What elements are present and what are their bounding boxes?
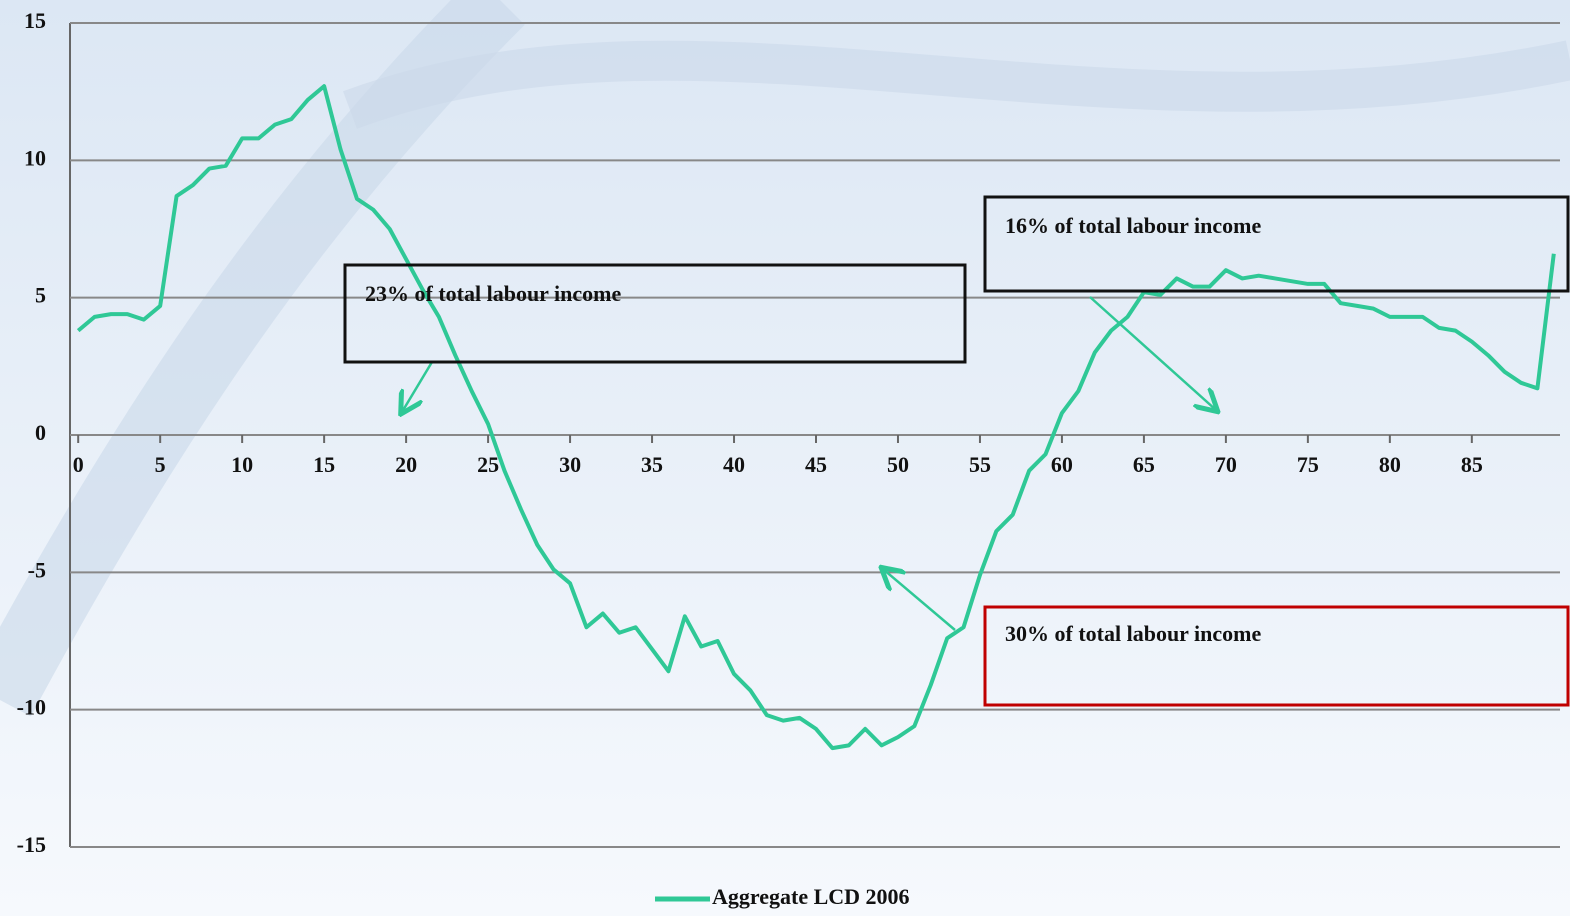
y-tick-label: 15 bbox=[24, 8, 46, 33]
x-tick-label: 80 bbox=[1379, 452, 1401, 477]
x-tick-label: 55 bbox=[969, 452, 991, 477]
legend-label: Aggregate LCD 2006 bbox=[712, 884, 910, 909]
x-tick-label: 0 bbox=[73, 452, 84, 477]
annotation: 16% of total labour income bbox=[1005, 213, 1261, 238]
x-tick-label: 30 bbox=[559, 452, 581, 477]
y-tick-label: 0 bbox=[35, 420, 46, 445]
x-tick-label: 70 bbox=[1215, 452, 1237, 477]
y-tick-label: 5 bbox=[35, 283, 46, 308]
x-tick-label: 25 bbox=[477, 452, 499, 477]
x-tick-label: 40 bbox=[723, 452, 745, 477]
annotation: 30% of total labour income bbox=[1005, 621, 1261, 646]
data-line bbox=[76, 84, 1556, 751]
y-tick-label: -15 bbox=[17, 832, 46, 857]
x-tick-label: 10 bbox=[231, 452, 253, 477]
x-tick-label: 5 bbox=[155, 452, 166, 477]
x-tick-label: 15 bbox=[313, 452, 335, 477]
annotation: 23% of total labour income bbox=[365, 281, 621, 306]
x-tick-label: 60 bbox=[1051, 452, 1073, 477]
x-tick-label: 45 bbox=[805, 452, 827, 477]
x-tick-label: 50 bbox=[887, 452, 909, 477]
decoration bbox=[343, 40, 1570, 129]
x-tick-label: 35 bbox=[641, 452, 663, 477]
arrow bbox=[883, 569, 956, 631]
x-tick-label: 85 bbox=[1461, 452, 1483, 477]
y-tick-label: -10 bbox=[17, 695, 46, 720]
x-tick-label: 65 bbox=[1133, 452, 1155, 477]
annotation-box bbox=[983, 605, 1570, 707]
x-tick-label: 20 bbox=[395, 452, 417, 477]
arrow bbox=[1089, 296, 1216, 410]
annotation-box bbox=[343, 263, 967, 364]
annotation-box bbox=[983, 195, 1570, 293]
y-tick-label: 10 bbox=[24, 145, 46, 170]
arrow bbox=[402, 361, 434, 412]
x-tick-label: 75 bbox=[1297, 452, 1319, 477]
y-tick-label: -5 bbox=[28, 557, 46, 582]
